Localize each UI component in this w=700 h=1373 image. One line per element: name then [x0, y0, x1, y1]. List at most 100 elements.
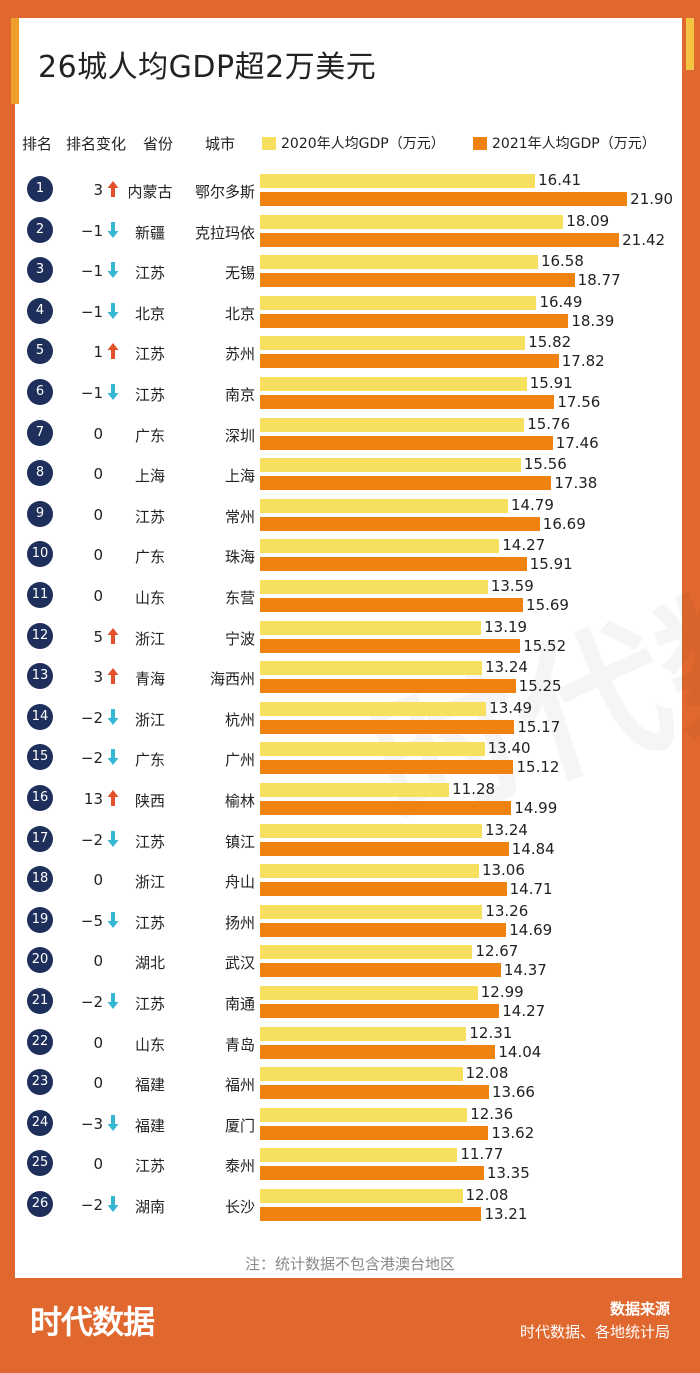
city-cell: 常州	[224, 507, 255, 526]
rank-change: 0	[93, 1155, 103, 1174]
rank-change: 3	[93, 668, 103, 687]
rank-badge: 3	[27, 257, 53, 284]
table-row: 6 −1 江苏 南京 15.91 17.56	[0, 374, 700, 413]
rank-badge: 22	[27, 1028, 53, 1055]
rank-change: 0	[93, 1074, 103, 1093]
rank-change: 0	[93, 587, 103, 605]
bar-2021	[260, 1166, 484, 1181]
bar-2020	[260, 417, 525, 432]
rank-badge: 24	[27, 1109, 53, 1136]
bar-2021	[260, 963, 501, 978]
bar-2021	[260, 801, 512, 815]
legend-swatch-2021	[473, 137, 487, 150]
arrow-up-icon	[107, 667, 119, 685]
rank-badge: 8	[27, 460, 53, 487]
bar-2020	[260, 458, 521, 473]
value-label-2021: 21.42	[622, 230, 666, 249]
rank-badge: 15	[27, 744, 53, 771]
rank-badge: 11	[27, 582, 53, 608]
bar-2021	[260, 313, 569, 328]
rank-badge: 13	[27, 663, 53, 690]
table-row: 18 0 浙江 舟山 13.06 14.71	[0, 861, 700, 900]
city-cell: 上海	[224, 467, 255, 486]
value-label-2021: 17.56	[557, 393, 601, 411]
header-change: 排名变化	[66, 135, 127, 153]
rank-badge: 2	[27, 216, 53, 243]
rank-badge: 19	[27, 906, 53, 933]
rank-badge: 7	[27, 419, 53, 446]
bar-2020	[260, 377, 527, 391]
city-cell: 苏州	[224, 345, 255, 364]
header-rank: 排名	[22, 135, 53, 153]
city-cell: 扬州	[224, 913, 255, 932]
bar-2020	[260, 986, 478, 1000]
rank-badge: 6	[27, 379, 53, 405]
city-cell: 东营	[224, 589, 255, 607]
city-cell: 长沙	[224, 1198, 255, 1216]
value-label-2020: 16.49	[539, 292, 583, 311]
value-label-2020: 15.82	[528, 333, 572, 352]
province-cell: 广东	[134, 548, 165, 567]
province-cell: 江苏	[134, 995, 165, 1013]
table-row: 5 1 江苏 苏州 15.82 17.82	[0, 333, 700, 372]
rank-badge: 5	[27, 338, 53, 365]
province-cell: 湖北	[134, 954, 165, 973]
bar-2020	[260, 864, 479, 879]
city-cell: 宁波	[224, 629, 255, 648]
rank-change: 0	[93, 424, 103, 443]
table-row: 9 0 江苏 常州 14.79 16.69	[0, 495, 700, 535]
value-label-2021: 17.46	[555, 433, 599, 452]
city-cell: 泰州	[224, 1157, 255, 1176]
rank-change: −1	[80, 384, 103, 402]
rank-badge: 1	[27, 176, 53, 202]
rank-change: −2	[80, 993, 103, 1011]
rank-change: 1	[93, 343, 103, 362]
table-row: 17 −2 江苏 镇江 13.24 14.84	[0, 820, 700, 860]
table-row: 3 −1 江苏 无锡 16.58 18.77	[0, 252, 700, 291]
city-cell: 武汉	[224, 954, 255, 973]
table-row: 16 13 陕西 榆林 11.28 14.99	[0, 780, 700, 819]
province-cell: 北京	[134, 304, 165, 323]
province-cell: 江苏	[134, 832, 165, 851]
value-label-2020: 13.26	[485, 901, 529, 920]
rank-badge: 9	[27, 500, 53, 527]
bar-2021	[260, 719, 515, 734]
city-cell: 北京	[224, 304, 255, 323]
value-label-2020: 13.24	[484, 658, 528, 677]
city-cell: 克拉玛依	[194, 223, 255, 242]
value-label-2020: 13.19	[484, 617, 528, 636]
province-cell: 江苏	[134, 1157, 165, 1176]
bar-2020	[260, 742, 485, 757]
bar-2021	[260, 882, 507, 897]
value-label-2020: 14.79	[510, 495, 554, 514]
rank-badge: 12	[27, 622, 53, 649]
province-cell: 江苏	[134, 386, 165, 404]
bar-2020	[260, 1026, 467, 1041]
province-cell: 广东	[134, 751, 165, 770]
arrow-down-icon	[107, 221, 119, 239]
bar-2021	[260, 192, 628, 206]
value-label-2020: 12.67	[475, 942, 519, 961]
city-cell: 南京	[224, 386, 255, 404]
rank-change: 13	[83, 790, 103, 808]
value-label-2020: 13.06	[481, 861, 525, 880]
value-label-2021: 14.04	[498, 1042, 542, 1061]
rank-change: −5	[80, 911, 103, 930]
value-label-2021: 14.71	[509, 880, 553, 899]
bar-2021	[260, 273, 575, 288]
value-label-2021: 15.17	[517, 717, 561, 736]
city-cell: 青岛	[224, 1035, 255, 1054]
table-row: 20 0 湖北 武汉 12.67 14.37	[0, 942, 700, 981]
bar-2021	[260, 516, 540, 531]
bar-2021	[260, 395, 555, 409]
rank-change: −1	[80, 221, 103, 240]
bar-2021	[260, 435, 553, 450]
value-label-2021: 14.37	[503, 961, 547, 980]
rank-change: 0	[93, 505, 103, 524]
table-row: 11 0 山东 东营 13.59 15.69	[0, 577, 700, 616]
province-cell: 浙江	[134, 873, 165, 892]
arrow-up-icon	[107, 627, 119, 645]
value-label-2020: 13.24	[484, 820, 528, 839]
province-cell: 新疆	[134, 223, 165, 242]
province-cell: 陕西	[134, 792, 165, 810]
